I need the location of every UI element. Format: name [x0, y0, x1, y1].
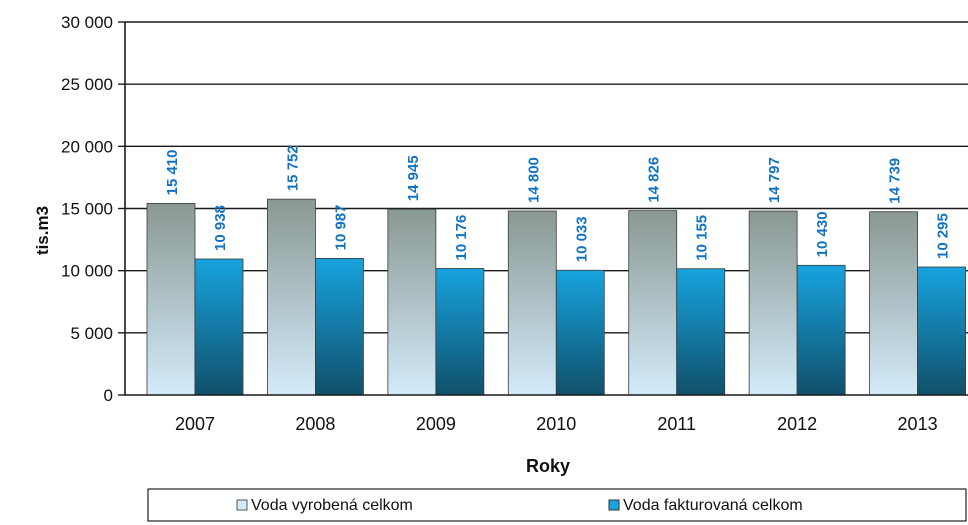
bar-produced — [507, 210, 557, 396]
legend-label-produced: Voda vyrobená celkom — [251, 497, 413, 514]
x-tick-label: 2012 — [777, 414, 817, 434]
data-label-invoiced: 10 033 — [573, 216, 590, 262]
bar-invoiced — [676, 268, 726, 396]
bar-produced — [748, 210, 798, 396]
data-label-produced: 14 826 — [646, 157, 663, 203]
bars — [146, 198, 966, 396]
y-tick-label: 25 000 — [61, 75, 113, 94]
data-label-invoiced: 10 295 — [935, 213, 952, 259]
legend: Voda vyrobená celkom Voda fakturovaná ce… — [147, 488, 967, 522]
data-label-produced: 14 797 — [766, 157, 783, 203]
bar-produced — [146, 203, 196, 396]
y-axis-ticks: 0 5 000 10 000 15 000 20 000 25 000 30 000 — [61, 13, 125, 405]
data-label-produced: 15 752 — [284, 145, 301, 191]
data-label-produced: 14 945 — [405, 155, 422, 201]
legend-swatch-produced — [236, 499, 248, 511]
x-tick-label: 2008 — [295, 414, 335, 434]
data-labels: 15 410 10 938 15 752 10 987 14 945 10 176 14 8… — [164, 145, 952, 262]
bar-produced — [869, 211, 918, 396]
x-tick-label: 2011 — [657, 414, 696, 434]
legend-box — [147, 488, 967, 522]
data-label-invoiced: 10 155 — [694, 215, 711, 261]
legend-swatch-invoiced — [608, 499, 620, 511]
y-tick-label: 30 000 — [61, 13, 113, 32]
bar-invoiced — [315, 257, 364, 396]
legend-label-invoiced: Voda fakturovaná celkom — [623, 497, 803, 514]
data-label-invoiced: 10 987 — [332, 205, 349, 251]
data-label-produced: 14 800 — [525, 157, 542, 203]
y-tick-label: 5 000 — [70, 324, 113, 343]
x-tick-label: 2013 — [898, 414, 938, 434]
data-label-invoiced: 10 176 — [453, 215, 470, 261]
bar-produced — [387, 208, 437, 396]
data-label-produced: 14 739 — [887, 158, 904, 204]
data-label-invoiced: 10 430 — [814, 211, 831, 257]
data-label-invoiced: 10 938 — [212, 205, 229, 251]
bar-invoiced — [435, 268, 485, 396]
y-tick-label: 0 — [104, 386, 113, 405]
y-tick-label: 10 000 — [61, 262, 113, 281]
bar-produced — [628, 210, 678, 396]
x-tick-label: 2009 — [416, 414, 456, 434]
bar-invoiced — [555, 269, 605, 396]
y-axis-label: tis.m3 — [33, 206, 52, 255]
y-tick-label: 15 000 — [61, 200, 113, 219]
x-tick-label: 2007 — [175, 414, 215, 434]
x-axis-label: Roky — [526, 456, 570, 476]
bar-invoiced — [917, 266, 966, 396]
y-tick-label: 20 000 — [61, 137, 113, 156]
data-label-produced: 15 410 — [164, 150, 181, 196]
bar-invoiced — [796, 264, 846, 396]
x-tick-label: 2010 — [536, 414, 576, 434]
x-axis-ticks: 2007 2008 2009 2010 2011 2012 2013 — [175, 414, 938, 434]
bar-invoiced — [194, 258, 244, 396]
bar-produced — [267, 198, 316, 396]
